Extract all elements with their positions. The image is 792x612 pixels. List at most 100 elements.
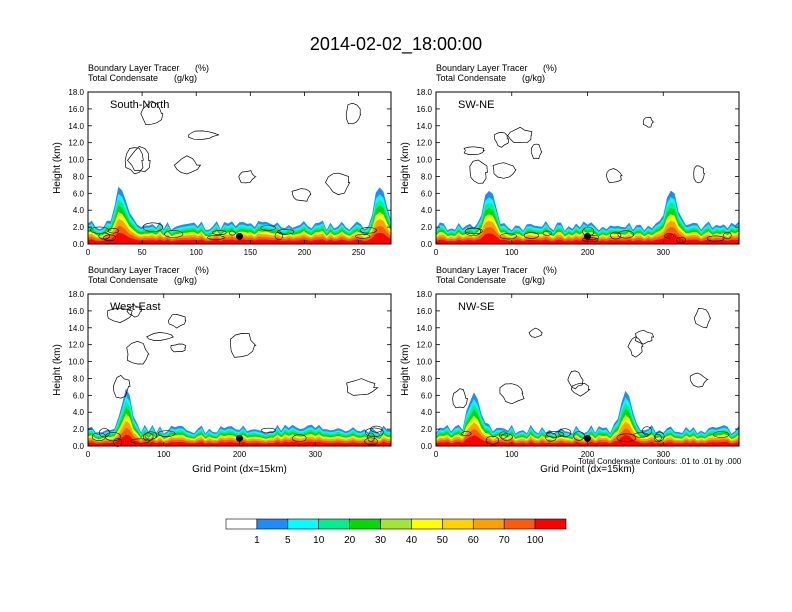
- condensate-contour: [146, 332, 175, 341]
- y-tick-label: 10.0: [68, 156, 84, 165]
- y-tick-label: 6.0: [421, 189, 433, 198]
- condensate-contour-low: [212, 230, 227, 235]
- y-tick-label: 10.0: [416, 358, 432, 367]
- x-tick-label: 200: [581, 248, 595, 257]
- location-marker: [584, 232, 591, 240]
- condensate-contour-low: [523, 232, 539, 239]
- colorbar-swatch: [472, 518, 505, 530]
- condensate-contour-low: [144, 431, 158, 440]
- location-marker: [236, 434, 243, 442]
- y-tick-label: 12.0: [68, 341, 84, 350]
- colorbar-label: 40: [406, 535, 418, 546]
- y-tick-label: 4.0: [73, 206, 85, 215]
- panel-4: Boundary Layer Tracer (%) Total Condensate…: [400, 265, 740, 475]
- header-condensate-unit: (g/kg): [522, 275, 545, 285]
- header-condensate-label: Total Condensate: [88, 275, 158, 285]
- condensate-contour-low: [274, 231, 284, 241]
- condensate-contour-low: [676, 236, 686, 244]
- condensate-contour: [230, 333, 257, 358]
- condensate-contour: [528, 327, 543, 338]
- condensate-contour-low: [499, 233, 517, 240]
- header-condensate-unit: (g/kg): [174, 73, 197, 83]
- y-tick-label: 10.0: [416, 156, 432, 165]
- colorbar-swatch: [318, 518, 350, 530]
- header-condensate-unit: (g/kg): [174, 275, 197, 285]
- y-tick-label: 12.0: [416, 341, 432, 350]
- condensate-contour-low: [546, 431, 565, 438]
- condensate-contour-low: [157, 430, 176, 437]
- condensate-contour-low: [228, 230, 236, 236]
- condensate-contour-low: [98, 232, 111, 240]
- condensate-contour-low: [207, 235, 225, 240]
- condensate-contour-low: [90, 226, 109, 234]
- tracer-band-5: [88, 413, 391, 446]
- condensate-contour-low: [142, 432, 154, 442]
- tracer-band-7: [88, 427, 391, 446]
- y-tick-label: 12.0: [68, 139, 84, 148]
- y-tick-label: 2.0: [421, 425, 433, 434]
- condensate-contour: [168, 314, 187, 329]
- y-tick-label: 8.0: [421, 172, 433, 181]
- panel-title: West-East: [110, 301, 161, 313]
- condensate-contour: [634, 329, 655, 345]
- location-marker: [236, 232, 243, 240]
- x-axis-label: Grid Point (dx=15km): [540, 464, 635, 475]
- condensate-contour: [693, 308, 712, 329]
- condensate-contour-low: [113, 437, 123, 447]
- condensate-contour: [570, 382, 591, 397]
- condensate-contour: [469, 159, 488, 184]
- condensate-contour-low: [498, 431, 508, 439]
- y-tick-label: 16.0: [68, 307, 84, 316]
- condensate-contour: [124, 147, 144, 175]
- y-tick-label: 16.0: [416, 307, 432, 316]
- colorbar-swatch: [503, 518, 536, 530]
- y-tick-label: 2.0: [421, 223, 433, 232]
- header-tracer-unit: (%): [543, 265, 557, 275]
- x-tick-label: 100: [157, 450, 171, 459]
- panel-title: SW-NE: [458, 99, 494, 111]
- y-tick-label: 18.0: [68, 88, 84, 97]
- y-tick-label: 14.0: [68, 122, 84, 131]
- y-tick-label: 0.0: [73, 240, 85, 249]
- condensate-contour-low: [617, 230, 635, 239]
- header-tracer-unit: (%): [195, 265, 209, 275]
- x-tick-label: 0: [86, 450, 91, 459]
- colorbar-swatch: [225, 518, 258, 530]
- colorbar-label: 10: [313, 535, 325, 546]
- header-condensate-unit: (g/kg): [522, 73, 545, 83]
- y-tick-label: 6.0: [73, 189, 85, 198]
- colorbar-swatch: [349, 518, 381, 530]
- x-tick-label: 100: [190, 248, 204, 257]
- condensate-contour-low: [359, 227, 377, 234]
- condensate-contour-low: [364, 437, 378, 446]
- colorbar-label: 30: [375, 535, 387, 546]
- condensate-contour: [238, 170, 257, 184]
- tracer-band-8: [88, 232, 391, 244]
- condensate-contour: [173, 155, 202, 175]
- y-tick-label: 6.0: [421, 391, 433, 400]
- condensate-contour: [126, 340, 150, 365]
- x-tick-label: 0: [434, 248, 439, 257]
- y-tick-label: 14.0: [416, 324, 432, 333]
- x-tick-label: 0: [86, 248, 91, 257]
- y-tick-label: 8.0: [421, 374, 433, 383]
- condensate-contour-low: [654, 431, 665, 442]
- colorbar-label: 5: [285, 535, 291, 546]
- condensate-contour-low: [461, 431, 472, 437]
- location-marker: [584, 434, 591, 442]
- y-axis-label: Height (km): [400, 142, 411, 194]
- x-tick-label: 300: [657, 248, 671, 257]
- condensate-contour-low: [142, 222, 164, 232]
- condensate-contour-low: [713, 431, 730, 438]
- condensate-contour-low: [355, 233, 371, 239]
- colorbar-label: 70: [499, 535, 511, 546]
- condensate-contour-low: [616, 433, 637, 442]
- x-tick-label: 250: [352, 248, 366, 257]
- y-tick-label: 4.0: [73, 408, 85, 417]
- condensate-contours: [90, 100, 377, 242]
- y-tick-label: 16.0: [416, 105, 432, 114]
- condensate-contour-low: [260, 225, 276, 231]
- condensate-contour: [140, 100, 164, 125]
- condensate-contour: [463, 146, 486, 155]
- header-condensate-label: Total Condensate: [436, 73, 506, 83]
